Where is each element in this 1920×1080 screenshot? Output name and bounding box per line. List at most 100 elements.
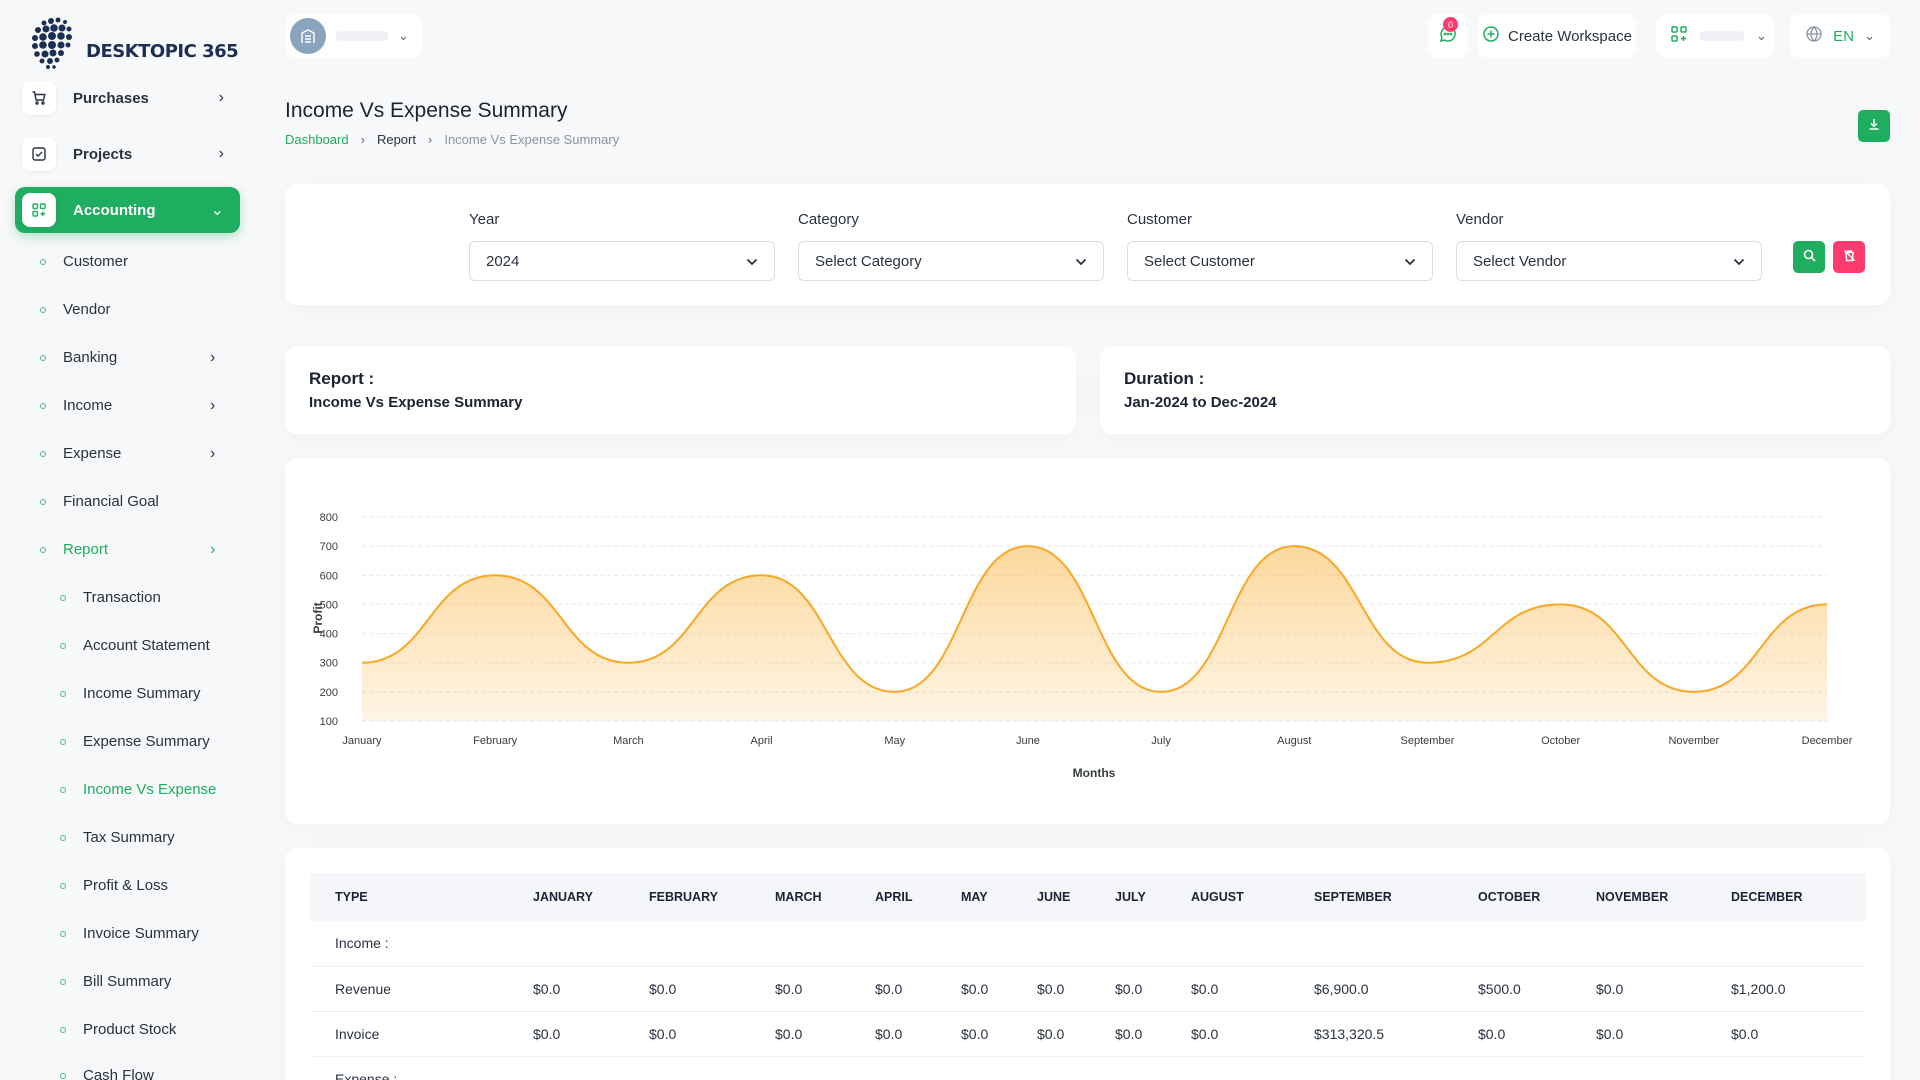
table-section-row: Expense : xyxy=(310,1056,1866,1080)
chevron-down-icon: ⌄ xyxy=(398,28,409,43)
y-axis-title: Profit xyxy=(311,602,325,633)
vendor-select[interactable]: Select Vendor xyxy=(1456,241,1762,281)
table-cell: $0.0 xyxy=(533,966,649,1012)
breadcrumb: Dashboard › Report › Income Vs Expense S… xyxy=(285,132,619,147)
bullet-icon xyxy=(60,834,66,841)
sidebar-item-tax-summary[interactable]: Tax Summary xyxy=(60,829,175,846)
sidebar-item-income[interactable]: Income › xyxy=(40,397,230,414)
bullet-icon xyxy=(60,1026,66,1033)
chevron-right-icon: › xyxy=(360,132,365,147)
bullet-icon xyxy=(40,450,46,457)
breadcrumb-dashboard[interactable]: Dashboard xyxy=(285,132,349,147)
y-tick-label: 400 xyxy=(320,629,338,641)
workspace-switcher[interactable]: ⌄ xyxy=(286,14,422,58)
column-header: JULY xyxy=(1115,890,1146,904)
x-tick-label: March xyxy=(613,735,644,747)
globe-icon xyxy=(1805,25,1823,47)
year-label: Year xyxy=(469,211,500,228)
x-tick-label: February xyxy=(473,735,518,747)
chart-card: 800 700 600 500 400 300 200 100 January February… xyxy=(285,458,1890,824)
sidebar-item-bill-summary[interactable]: Bill Summary xyxy=(60,973,171,990)
sidebar-item-label: Bill Summary xyxy=(83,973,172,990)
brand-name: DESKTOPIC 365 xyxy=(86,40,239,62)
building-icon xyxy=(290,18,326,54)
vendor-select-value: Select Vendor xyxy=(1473,252,1567,270)
table-cell: $0.0 xyxy=(1037,966,1115,1012)
table-cell: $0.0 xyxy=(1596,966,1731,1012)
sidebar-item-income-vs-expense[interactable]: Income Vs Expense xyxy=(60,781,216,798)
sidebar-item-expense-summary[interactable]: Expense Summary xyxy=(60,733,210,750)
sidebar-item-label: Income Summary xyxy=(83,685,201,702)
language-selector[interactable]: EN ⌄ xyxy=(1790,14,1890,58)
sidebar-item-report[interactable]: Report › xyxy=(40,541,230,558)
sidebar-item-product-stock[interactable]: Product Stock xyxy=(60,1021,176,1038)
bullet-icon xyxy=(40,402,46,409)
column-header: TYPE xyxy=(335,890,368,904)
bullet-icon xyxy=(60,1072,66,1079)
plus-circle-icon xyxy=(1482,25,1500,47)
sidebar-item-accounting[interactable]: Accounting ⌄ xyxy=(15,187,240,233)
sidebar-item-transaction[interactable]: Transaction xyxy=(60,589,161,606)
bullet-icon xyxy=(60,978,66,985)
sidebar-item-vendor[interactable]: Vendor xyxy=(40,301,111,318)
x-tick-label: October xyxy=(1541,735,1580,747)
brand-logo[interactable]: DESKTOPIC 365 xyxy=(24,12,239,76)
table-cell: $6,900.0 xyxy=(1314,966,1478,1012)
y-tick-label: 300 xyxy=(320,658,338,670)
sidebar-item-label: Purchases xyxy=(73,89,149,107)
sidebar-item-label: Banking xyxy=(63,349,118,366)
customer-select-value: Select Customer xyxy=(1144,252,1255,270)
sidebar-item-label: Income Vs Expense xyxy=(83,781,217,798)
sidebar-item-profit-loss[interactable]: Profit & Loss xyxy=(60,877,168,894)
table-cell: Invoice xyxy=(310,1011,533,1057)
sidebar-item-projects[interactable]: Projects › xyxy=(20,131,240,177)
customer-select[interactable]: Select Customer xyxy=(1127,241,1433,281)
column-header: NOVEMBER xyxy=(1596,890,1669,904)
table-cell: $0.0 xyxy=(961,966,1037,1012)
table-row: Invoice $0.0 $0.0 $0.0 $0.0 $0.0 $0.0 $0… xyxy=(310,1011,1866,1057)
table-cell: $1,200.0 xyxy=(1731,966,1866,1012)
create-workspace-button[interactable]: Create Workspace xyxy=(1478,14,1636,58)
breadcrumb-report[interactable]: Report xyxy=(376,132,416,147)
x-tick-label: July xyxy=(1151,735,1171,747)
sidebar-item-income-summary[interactable]: Income Summary xyxy=(60,685,201,702)
chevron-right-icon: › xyxy=(218,89,224,106)
messages-button[interactable]: 0 xyxy=(1428,14,1468,58)
sidebar-item-cash-flow[interactable]: Cash Flow xyxy=(60,1067,154,1080)
income-section-label: Income : xyxy=(310,921,1866,967)
category-select-value: Select Category xyxy=(815,252,922,270)
sidebar-item-financial-goal[interactable]: Financial Goal xyxy=(40,493,159,510)
sidebar: DESKTOPIC 365 Purchases › Projects › Acc… xyxy=(0,0,250,1080)
y-tick-label: 800 xyxy=(320,512,338,524)
y-tick-label: 600 xyxy=(320,570,338,582)
sidebar-item-banking[interactable]: Banking › xyxy=(40,349,230,366)
sidebar-item-expense[interactable]: Expense › xyxy=(40,445,230,462)
table-cell: $0.0 xyxy=(775,1011,875,1057)
table-cell: $0.0 xyxy=(961,1011,1037,1057)
apps-menu-button[interactable]: ⌄ xyxy=(1656,14,1774,58)
sidebar-item-purchases[interactable]: Purchases › xyxy=(20,75,240,121)
sidebar-item-account-statement[interactable]: Account Statement xyxy=(60,637,210,654)
chevron-right-icon: › xyxy=(210,444,216,462)
x-tick-label: August xyxy=(1277,735,1311,747)
sidebar-item-customer[interactable]: Customer xyxy=(40,253,128,270)
sidebar-item-label: Projects xyxy=(73,145,133,163)
bullet-icon xyxy=(40,498,46,505)
x-tick-label: December xyxy=(1802,735,1853,747)
year-select[interactable]: 2024 xyxy=(469,241,775,281)
apply-filter-button[interactable] xyxy=(1793,241,1825,273)
category-select[interactable]: Select Category xyxy=(798,241,1104,281)
table-cell: $0.0 xyxy=(1596,1011,1731,1057)
chevron-right-icon: › xyxy=(218,145,224,162)
chevron-down-icon: ⌄ xyxy=(210,202,224,219)
table-cell: $0.0 xyxy=(649,966,775,1012)
chevron-down-icon: ⌄ xyxy=(1756,28,1767,43)
reset-filter-button[interactable] xyxy=(1833,241,1865,273)
bullet-icon xyxy=(60,690,66,697)
download-button[interactable] xyxy=(1858,110,1890,142)
bullet-icon xyxy=(40,354,46,361)
sidebar-item-invoice-summary[interactable]: Invoice Summary xyxy=(60,925,199,942)
chevron-right-icon: › xyxy=(210,396,216,414)
sidebar-item-label: Accounting xyxy=(73,201,156,219)
table-cell: $0.0 xyxy=(1115,966,1191,1012)
